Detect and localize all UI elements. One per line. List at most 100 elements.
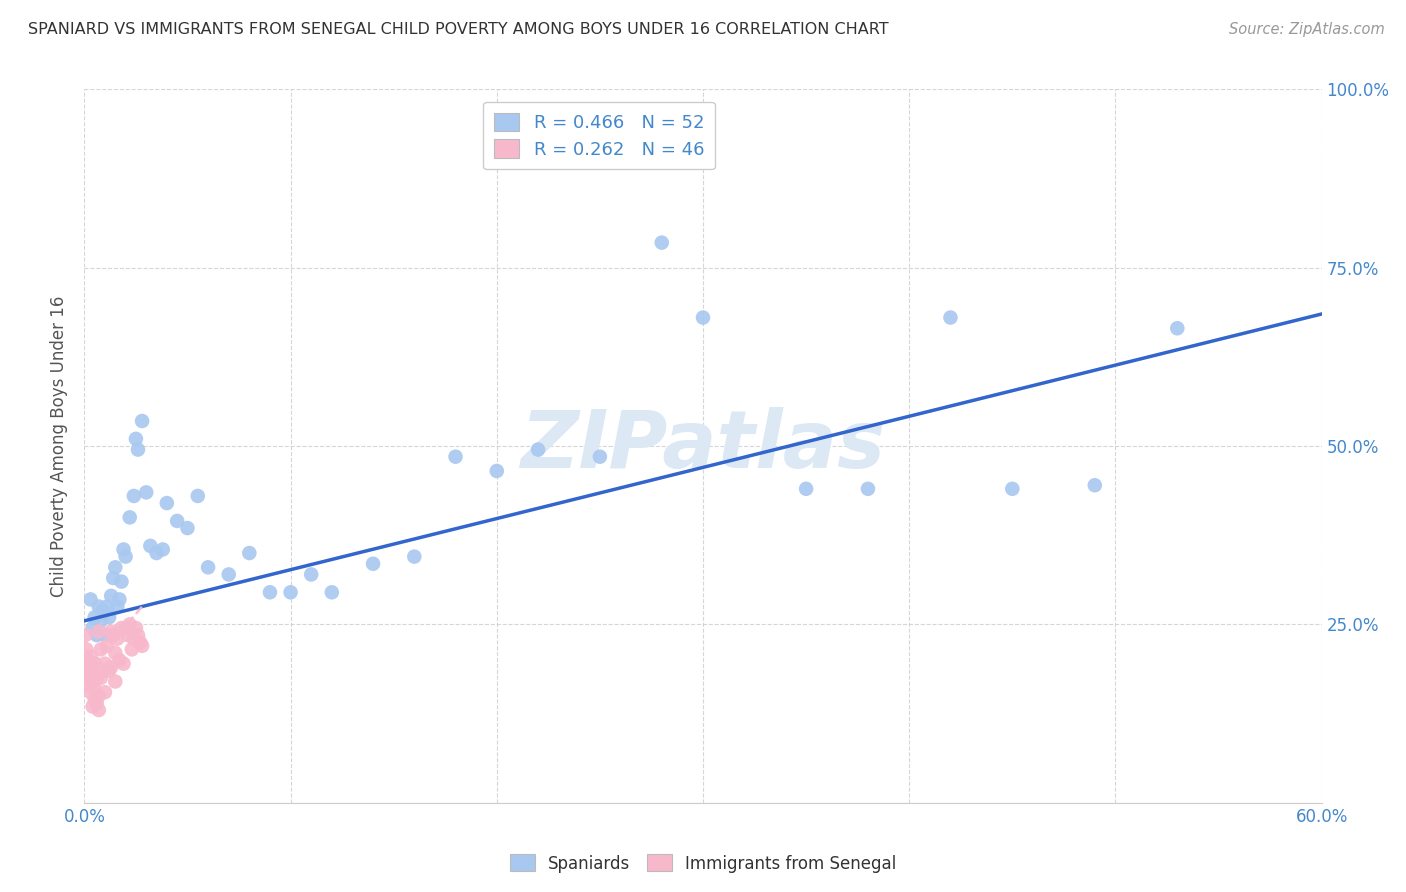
Point [90, 642, 112, 657]
Point [91, 603, 114, 617]
Point [75, 628, 97, 642]
Point [110, 621, 132, 635]
Point [83, 610, 105, 624]
Point [118, 617, 141, 632]
Point [82, 674, 104, 689]
Point [131, 639, 153, 653]
Point [1001, 482, 1024, 496]
Point [105, 599, 128, 614]
Point [75, 642, 97, 657]
Point [77, 660, 100, 674]
Point [82, 699, 104, 714]
Point [527, 442, 550, 457]
Point [87, 624, 110, 639]
Point [238, 546, 260, 560]
Point [187, 489, 209, 503]
Point [94, 657, 117, 671]
Point [145, 546, 167, 560]
Point [83, 692, 105, 706]
Point [117, 628, 139, 642]
Point [96, 599, 118, 614]
Point [79, 671, 101, 685]
Point [75, 667, 97, 681]
Point [86, 696, 108, 710]
Point [321, 585, 343, 599]
Point [152, 542, 174, 557]
Text: Source: ZipAtlas.com: Source: ZipAtlas.com [1229, 22, 1385, 37]
Point [91, 664, 114, 678]
Point [131, 414, 153, 428]
Point [83, 681, 105, 696]
Point [82, 660, 104, 674]
Point [156, 496, 179, 510]
Point [259, 585, 281, 599]
Point [87, 689, 110, 703]
Legend: Spaniards, Immigrants from Senegal: Spaniards, Immigrants from Senegal [503, 847, 903, 880]
Point [98, 610, 121, 624]
Y-axis label: Child Poverty Among Boys Under 16: Child Poverty Among Boys Under 16 [51, 295, 69, 597]
Point [112, 542, 135, 557]
Point [79, 649, 101, 664]
Point [118, 510, 141, 524]
Point [76, 653, 98, 667]
Point [94, 685, 117, 699]
Point [1084, 478, 1107, 492]
Point [197, 560, 219, 574]
Point [87, 703, 110, 717]
Point [114, 621, 136, 635]
Text: SPANIARD VS IMMIGRANTS FROM SENEGAL CHILD POVERTY AMONG BOYS UNDER 16 CORRELATIO: SPANIARD VS IMMIGRANTS FROM SENEGAL CHIL… [28, 22, 889, 37]
Point [121, 642, 143, 657]
Point [86, 671, 108, 685]
Point [108, 592, 131, 607]
Point [122, 489, 145, 503]
Point [100, 589, 122, 603]
Point [79, 664, 101, 678]
Point [114, 549, 136, 564]
Point [108, 653, 131, 667]
Point [129, 635, 152, 649]
Point [104, 560, 127, 574]
Point [77, 678, 100, 692]
Point [127, 628, 149, 642]
Point [166, 514, 188, 528]
Point [103, 628, 125, 642]
Point [100, 660, 122, 674]
Point [444, 450, 467, 464]
Point [90, 671, 112, 685]
Point [112, 657, 135, 671]
Point [103, 571, 125, 585]
Point [110, 574, 132, 589]
Point [361, 557, 384, 571]
Point [104, 674, 127, 689]
Point [127, 442, 149, 457]
Point [94, 628, 117, 642]
Point [87, 599, 110, 614]
Point [125, 432, 148, 446]
Point [104, 646, 127, 660]
Point [404, 549, 426, 564]
Point [218, 567, 240, 582]
Point [485, 464, 508, 478]
Point [82, 621, 104, 635]
Point [856, 482, 879, 496]
Point [90, 614, 112, 628]
Point [589, 450, 612, 464]
Point [280, 585, 302, 599]
Point [651, 235, 673, 250]
Point [83, 657, 105, 671]
Point [96, 639, 118, 653]
Point [299, 567, 322, 582]
Point [105, 632, 128, 646]
Point [100, 624, 122, 639]
Point [139, 539, 162, 553]
Point [692, 310, 714, 325]
Text: ZIPatlas: ZIPatlas [520, 407, 886, 485]
Point [125, 621, 148, 635]
Point [1166, 321, 1188, 335]
Point [939, 310, 962, 325]
Point [98, 664, 121, 678]
Point [86, 628, 108, 642]
Point [79, 592, 101, 607]
Point [135, 485, 157, 500]
Point [794, 482, 817, 496]
